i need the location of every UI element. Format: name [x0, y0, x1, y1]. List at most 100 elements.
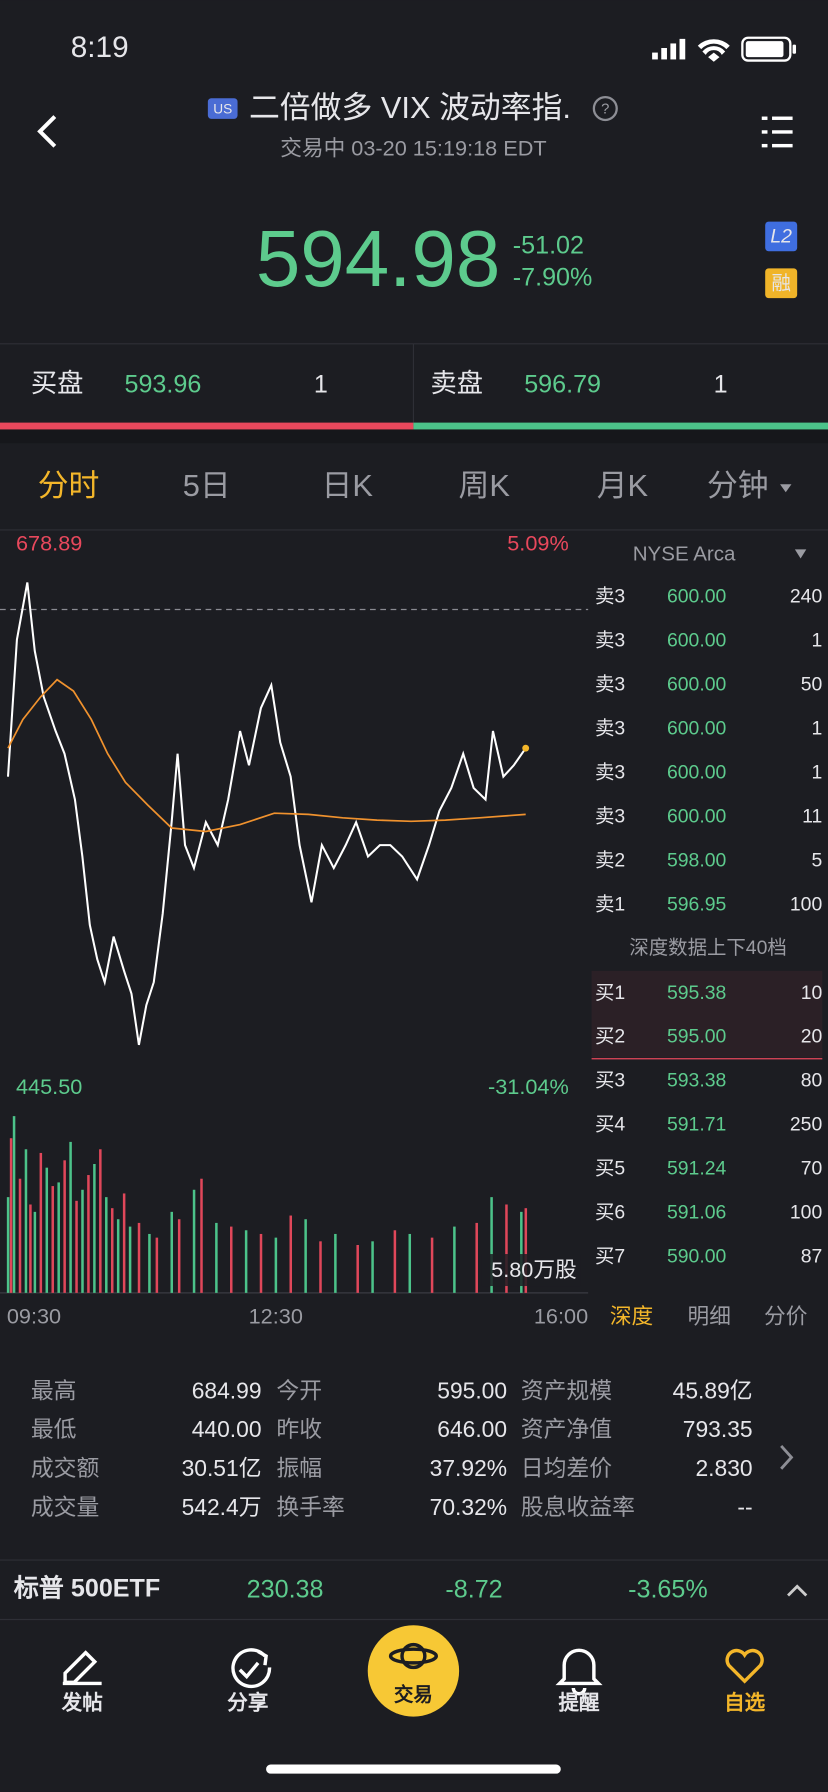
- book-side: 卖3: [595, 585, 625, 607]
- change: -51.02: [513, 231, 584, 259]
- l2-badge[interactable]: L2: [770, 226, 792, 248]
- stat-value: 70.32%: [430, 1494, 507, 1520]
- nav-label[interactable]: 发帖: [61, 1690, 104, 1714]
- stat-label: 最高: [31, 1377, 77, 1403]
- menu-icon[interactable]: [761, 116, 793, 148]
- trade-button[interactable]: [367, 1625, 460, 1717]
- book-size: 100: [790, 893, 823, 915]
- volume-bar: [170, 1211, 174, 1293]
- dropdown-caret: [780, 484, 792, 493]
- stat-value: --: [737, 1494, 752, 1520]
- bid-size: 1: [314, 371, 328, 399]
- volume-bar: [69, 1141, 72, 1293]
- trade-icon: [388, 1642, 438, 1670]
- volume-bar: [81, 1189, 84, 1293]
- volume-bar: [259, 1233, 263, 1293]
- volume-bar: [12, 1116, 16, 1293]
- book-tab[interactable]: 深度: [610, 1304, 653, 1329]
- volume-bar: [57, 1182, 60, 1293]
- price-line: [7, 678, 526, 833]
- margin-badge[interactable]: 融: [771, 273, 790, 295]
- stat-label: 昨收: [276, 1416, 322, 1442]
- stat-value: 542.4万: [182, 1494, 262, 1520]
- x-tick-label: 16:00: [534, 1304, 588, 1329]
- nav-label[interactable]: 交易: [394, 1683, 433, 1706]
- volume-bar: [393, 1230, 397, 1293]
- volume-bar: [128, 1226, 132, 1293]
- ticker-expand[interactable]: [787, 1584, 808, 1597]
- volume-bar: [39, 1152, 43, 1293]
- exchange-caret[interactable]: [794, 549, 807, 559]
- book-tab[interactable]: 分价: [764, 1304, 808, 1329]
- ticker-change: -8.72: [445, 1576, 502, 1604]
- y-tick-label: 445.50: [16, 1074, 82, 1099]
- book-size: 1: [811, 629, 822, 651]
- stat-label: 成交额: [31, 1455, 100, 1481]
- volume-bar: [229, 1226, 233, 1293]
- book-side: 卖3: [595, 673, 625, 695]
- depth-note: 深度数据上下40档: [629, 937, 786, 959]
- nav-label[interactable]: 分享: [227, 1690, 268, 1714]
- stat-label: 资产净值: [521, 1416, 612, 1442]
- book-size: 80: [801, 1070, 823, 1092]
- stats-expand[interactable]: [780, 1444, 794, 1470]
- book-price: 600.00: [667, 805, 727, 827]
- last-price: 594.98: [256, 214, 501, 303]
- book-size: 50: [801, 673, 823, 695]
- book-price: 593.38: [667, 1070, 726, 1092]
- volume-bar: [33, 1211, 37, 1293]
- book-price: 595.38: [667, 982, 726, 1004]
- chart-tab[interactable]: 分时: [38, 468, 100, 503]
- volume-bar: [63, 1160, 66, 1293]
- help-icon[interactable]: [592, 95, 618, 122]
- ticker-name[interactable]: 标普 500ETF: [14, 1573, 161, 1602]
- volume-bar: [408, 1233, 412, 1293]
- volume-bar: [319, 1241, 322, 1293]
- chart-tab[interactable]: 月K: [597, 468, 649, 503]
- market-badge: US: [213, 101, 232, 116]
- volume-bar: [24, 1149, 28, 1293]
- book-price: 600.00: [667, 673, 727, 695]
- chart-tab[interactable]: 分钟: [707, 468, 769, 503]
- x-tick-label: 12:30: [249, 1304, 303, 1329]
- book-price: 600.00: [667, 629, 727, 651]
- volume-bar: [192, 1189, 196, 1293]
- back-button[interactable]: [37, 115, 57, 148]
- volume-bar: [45, 1167, 49, 1293]
- book-tab[interactable]: 明细: [688, 1304, 731, 1329]
- book-price: 596.95: [667, 893, 726, 915]
- stat-value: 2.830: [695, 1455, 752, 1481]
- book-side: 卖3: [595, 805, 625, 827]
- book-price: 591.71: [667, 1114, 726, 1136]
- book-size: 100: [790, 1202, 823, 1224]
- nav-label[interactable]: 自选: [724, 1690, 766, 1714]
- volume-bar: [520, 1211, 523, 1293]
- volume-label-bg: [481, 1254, 581, 1287]
- volume-bar: [453, 1226, 456, 1293]
- chart-tab[interactable]: 周K: [459, 468, 511, 503]
- volume-bar: [524, 1208, 528, 1293]
- chart-tab[interactable]: 日K: [321, 468, 373, 503]
- bid-price: 593.96: [124, 371, 201, 399]
- chart-tab[interactable]: 5日: [183, 468, 231, 503]
- volume-bar: [430, 1237, 434, 1293]
- ask-bar: [413, 422, 828, 430]
- volume-bar: [475, 1222, 478, 1293]
- ticker-change-pct: -3.65%: [628, 1576, 708, 1604]
- volume-max-label: 5.80万股: [491, 1257, 577, 1282]
- stat-label: 换手率: [276, 1494, 344, 1520]
- status-icons: [652, 36, 797, 62]
- nav-label[interactable]: 提醒: [558, 1690, 600, 1714]
- book-side: 卖3: [595, 761, 625, 783]
- ask-size: 1: [714, 371, 728, 399]
- stat-label: 成交量: [31, 1494, 99, 1520]
- stat-label: 日均差价: [521, 1455, 612, 1481]
- exchange[interactable]: NYSE Arca: [633, 543, 736, 566]
- book-side: 买7: [595, 1246, 625, 1268]
- bid-label: 买盘: [31, 368, 84, 398]
- clock: 8:19: [71, 31, 129, 64]
- book-size: 11: [802, 805, 822, 827]
- volume-bar: [356, 1245, 359, 1293]
- stat-label: 振幅: [276, 1455, 322, 1481]
- volume-bar: [6, 1197, 10, 1293]
